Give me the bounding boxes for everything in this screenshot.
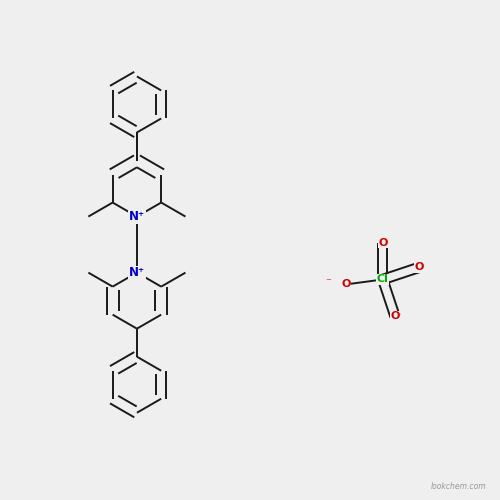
Text: O: O	[378, 238, 388, 248]
Text: ⁻: ⁻	[326, 277, 332, 287]
Text: lookchem.com: lookchem.com	[430, 482, 486, 491]
Text: N⁺: N⁺	[129, 266, 145, 279]
Text: O: O	[390, 312, 400, 322]
Text: O: O	[341, 280, 350, 289]
Text: O: O	[415, 262, 424, 272]
Text: Cl: Cl	[377, 274, 388, 284]
Text: N⁺: N⁺	[129, 210, 145, 223]
